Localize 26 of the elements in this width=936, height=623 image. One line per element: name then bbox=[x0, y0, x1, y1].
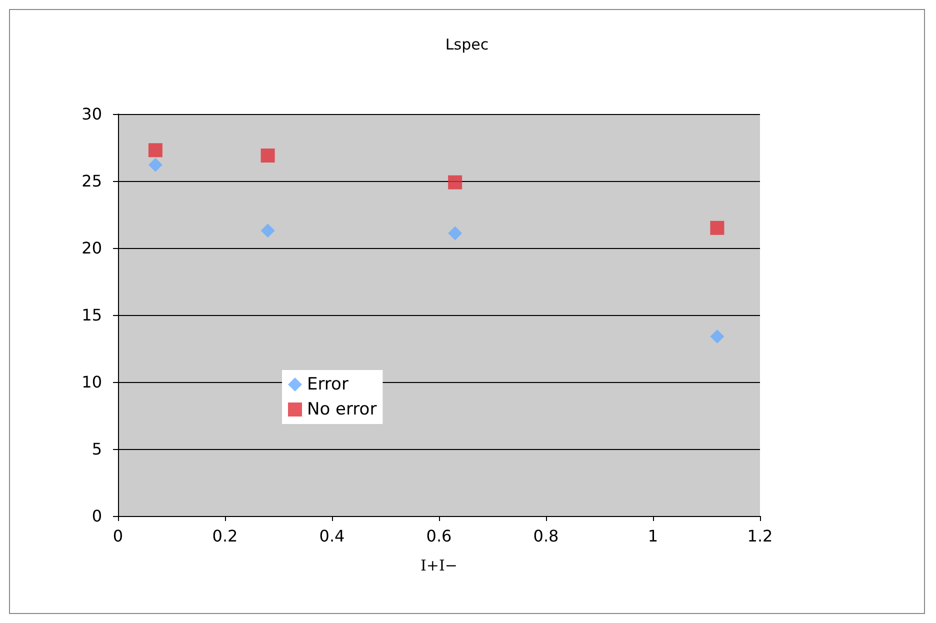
y-tick-label: 25 bbox=[82, 172, 102, 190]
x-tick-label: 0.6 bbox=[426, 526, 452, 546]
y-tick-label: 5 bbox=[92, 440, 102, 458]
legend-label: No error bbox=[307, 400, 377, 420]
x-tick-label: 0.8 bbox=[533, 526, 559, 546]
x-tick-label: 0.2 bbox=[212, 526, 238, 546]
y-tick-label: 20 bbox=[82, 238, 102, 258]
point bbox=[710, 220, 724, 235]
point bbox=[710, 329, 724, 344]
x-tick-label: 1.2 bbox=[747, 526, 773, 546]
chart-title: Lspec bbox=[445, 36, 489, 54]
point bbox=[260, 224, 275, 238]
x-tick-label: 0.4 bbox=[319, 526, 345, 546]
x-tick-label: 0 bbox=[112, 526, 124, 546]
point bbox=[148, 158, 162, 172]
y-tick-label: 30 bbox=[82, 104, 102, 124]
point bbox=[260, 148, 275, 163]
x-tick-label: 1 bbox=[648, 526, 658, 546]
point bbox=[448, 175, 462, 190]
legend-label: Error bbox=[307, 374, 348, 394]
y-tick-label: 10 bbox=[82, 372, 102, 392]
x-axis-title: I+I− bbox=[420, 556, 458, 574]
point bbox=[148, 143, 162, 158]
point bbox=[448, 226, 462, 240]
y-tick-label: 15 bbox=[82, 306, 102, 324]
y-tick-label: 0 bbox=[92, 506, 102, 526]
